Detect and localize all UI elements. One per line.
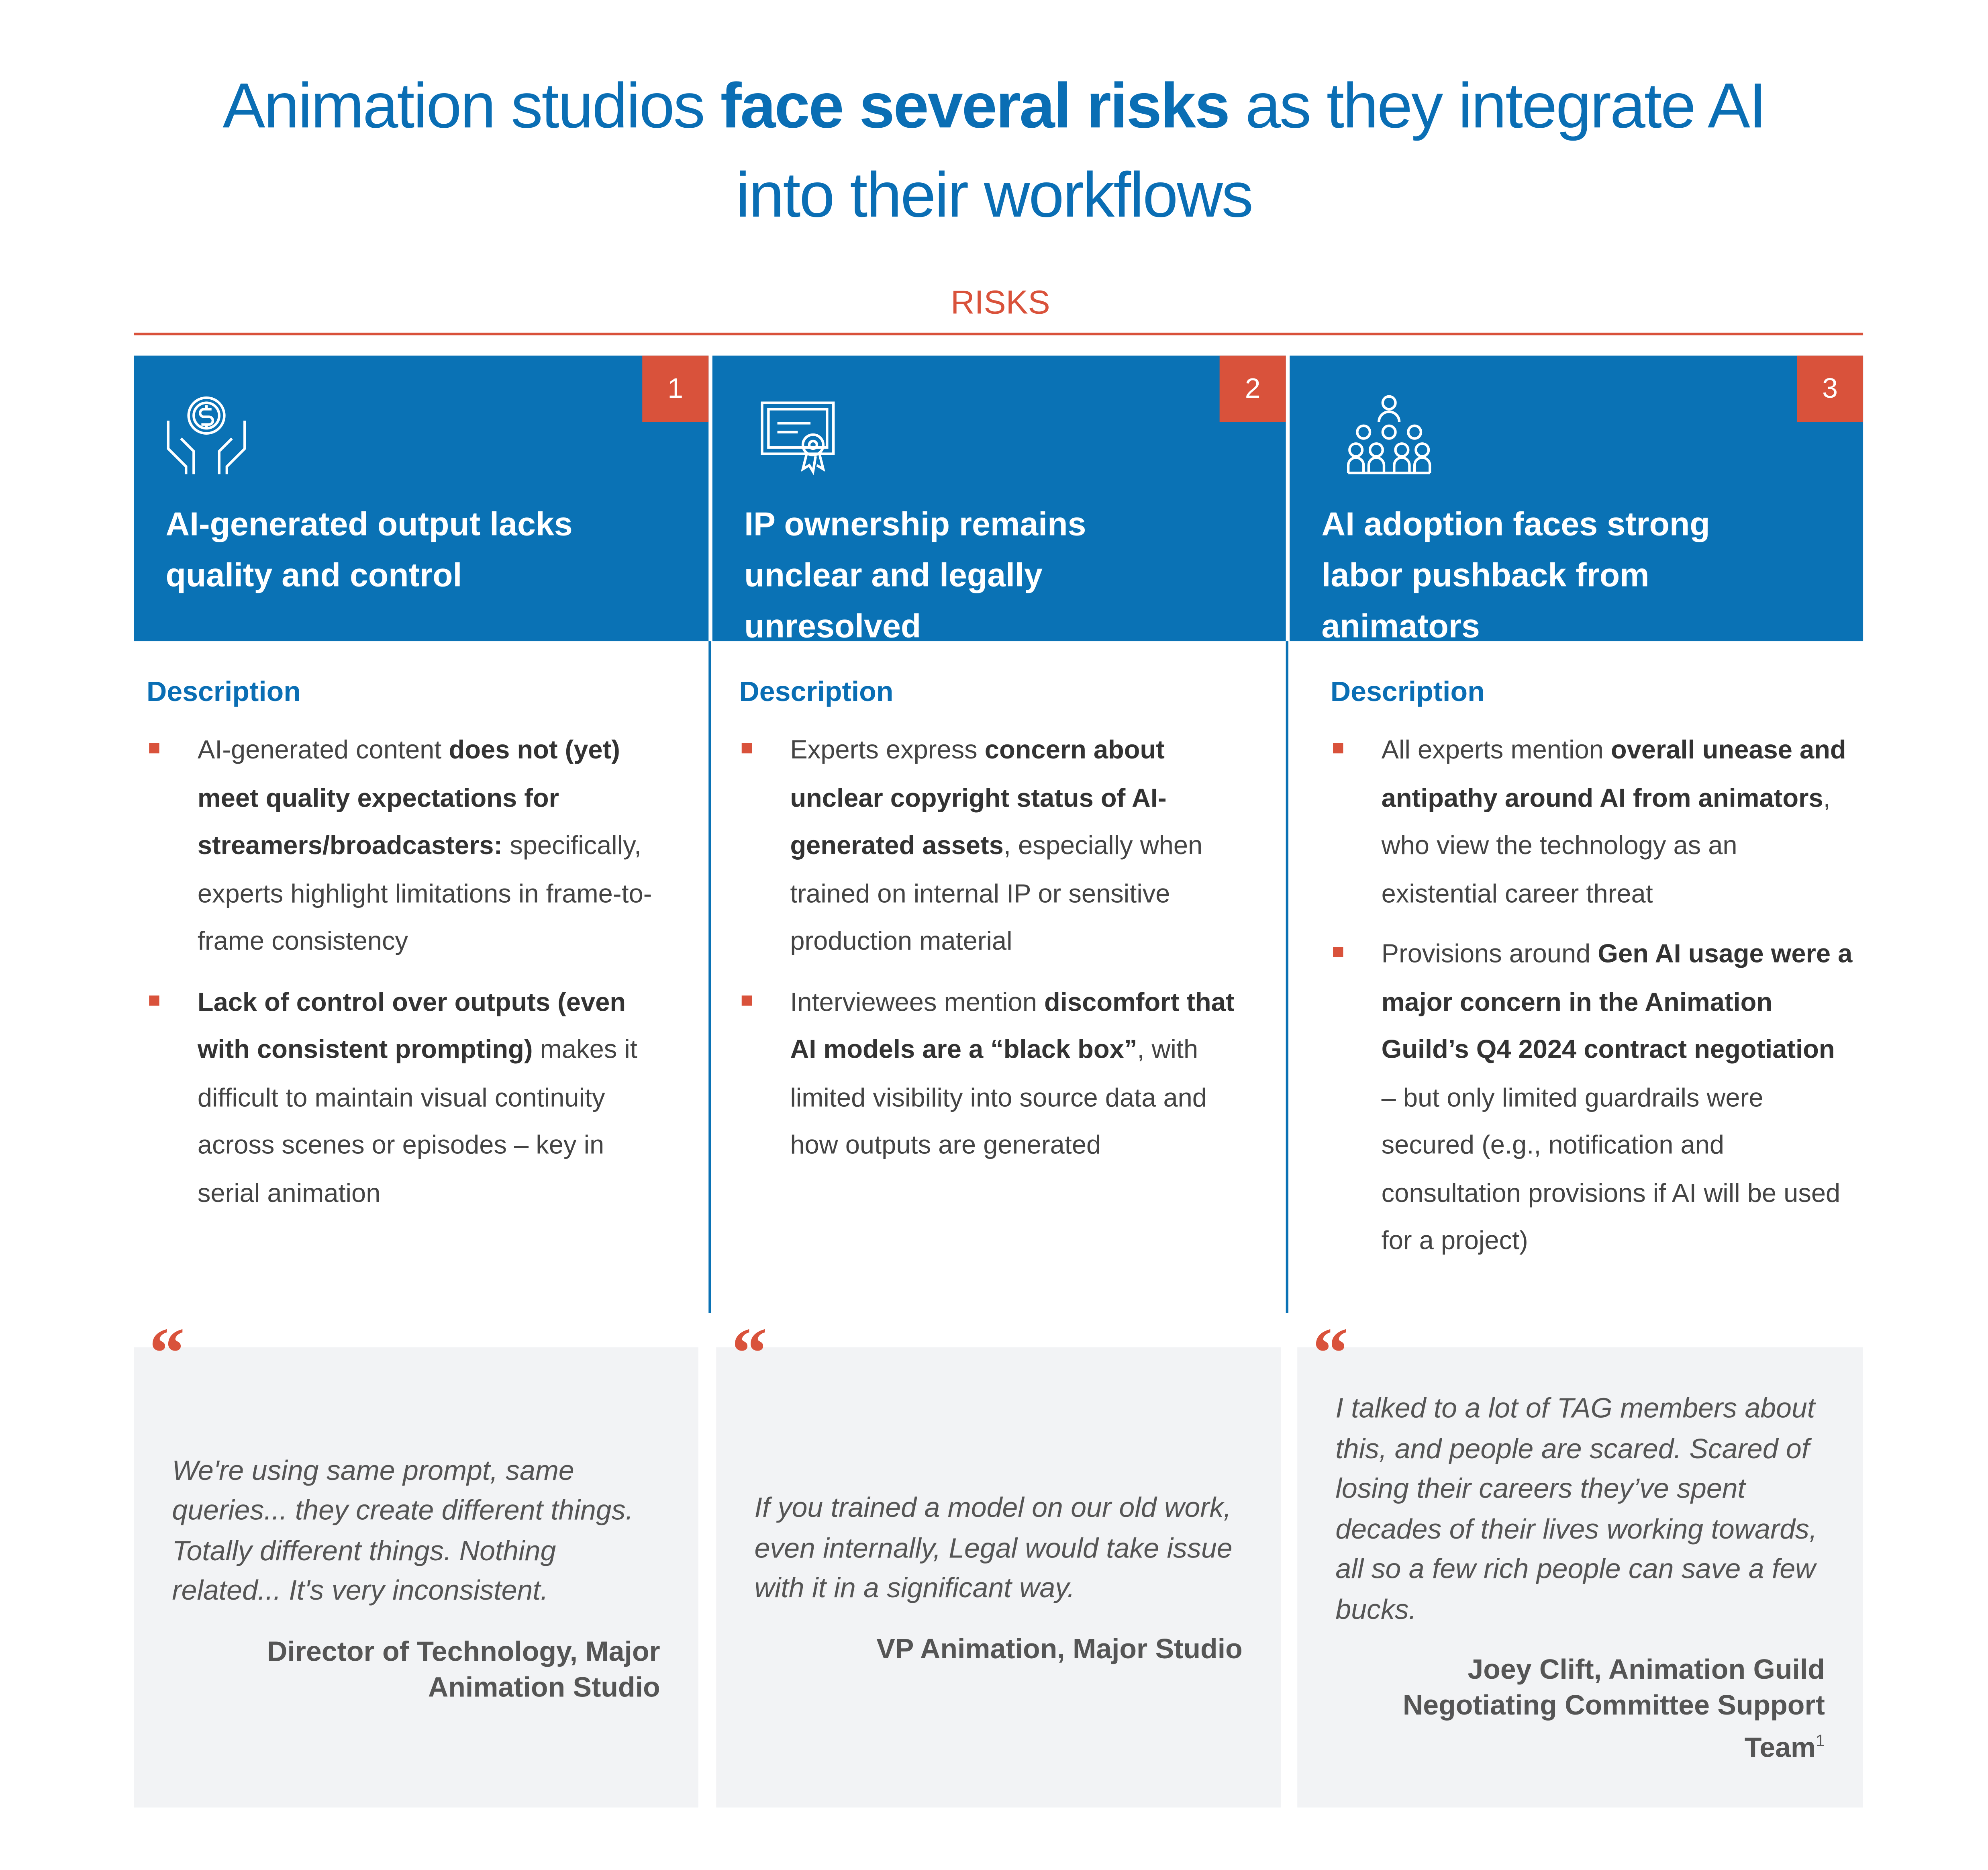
risk-header: 3 AI adoption faces strong labor pushback…: [1290, 356, 1863, 645]
bold-text: face several risks: [720, 70, 1230, 142]
quote: If you trained a model on our old work, …: [754, 1492, 1233, 1604]
risk-heading: AI-generated output lacks quality and co…: [165, 505, 573, 594]
text: Experts express: [790, 735, 985, 765]
text: Animation studios: [222, 70, 720, 142]
bold-text: concern about unclear copyright status o…: [790, 735, 1167, 860]
text: , especially when trained on internal IP…: [790, 831, 1203, 956]
risk-heading: IP ownership remains unclear and legally…: [744, 505, 1086, 645]
bullet-marker: [149, 743, 159, 754]
bold-text: Gen AI usage were a major concern in the…: [1381, 939, 1853, 1065]
attribution-text: Director of Technology, Major Animation …: [267, 1635, 660, 1702]
text: makes it difficult to maintain visual co…: [197, 1035, 637, 1208]
section-label: RISKS: [951, 283, 1050, 321]
quote: I talked to a lot of TAG members about t…: [1335, 1392, 1817, 1625]
attribution-text: VP Animation, Major Studio: [876, 1632, 1243, 1665]
description: Description All experts mention overall u…: [1318, 676, 1853, 1278]
people-icon: [1347, 395, 1431, 474]
description: Description AI-generated content does not…: [134, 676, 663, 1230]
footnote: 1: [1815, 1731, 1825, 1751]
quote-mark: “: [149, 1314, 185, 1394]
bullet-marker: [741, 743, 752, 754]
text: as they integrate AI into their workflow…: [736, 70, 1767, 231]
description: Description Experts express concern about…: [727, 676, 1255, 1182]
risk-header: 1 AI-generated output lacks quality and c…: [134, 356, 709, 642]
text: , who view the technology as an existent…: [1381, 783, 1831, 908]
text: – but only limited guardrails were secur…: [1381, 1083, 1841, 1256]
bold-text: overall unease and antipathy around AI f…: [1381, 735, 1846, 813]
bullet-marker: [741, 995, 752, 1005]
attribution: VP Animation, Major Studio: [754, 1631, 1242, 1667]
bullet-marker: [1333, 947, 1343, 957]
bullet: Provisions around Gen AI usage were a ma…: [1318, 930, 1853, 1265]
bullet-marker: [149, 995, 159, 1005]
quote-mark: “: [731, 1314, 767, 1394]
quote-mark: “: [1312, 1314, 1349, 1394]
quote-box: If you trained a model on our old work, …: [716, 1347, 1281, 1808]
bullet: All experts mention overall unease and a…: [1318, 727, 1853, 918]
text: Interviewees mention: [790, 987, 1045, 1017]
description-label: Description: [739, 675, 894, 708]
bullet: Lack of control over outputs (even with …: [134, 978, 663, 1217]
text: All experts mention: [1381, 735, 1611, 765]
bullet: Interviewees mention discomfort that AI …: [727, 978, 1255, 1169]
quote: We're using same prompt, same queries...…: [172, 1453, 633, 1606]
column-divider: [1286, 641, 1289, 1313]
bullet-marker: [1333, 743, 1343, 754]
description-label: Description: [1330, 675, 1485, 708]
text: AI-generated content: [197, 735, 449, 765]
title: Animation studios face several risks as …: [191, 61, 1797, 239]
risk-number: 3: [1797, 356, 1863, 422]
text: Provisions around: [1381, 939, 1598, 969]
bold-text: Lack of control over outputs (even with …: [197, 987, 626, 1065]
certificate-icon: [761, 401, 835, 476]
text: specifically, experts highlight limitati…: [197, 831, 652, 956]
money-hands-icon: [167, 396, 246, 474]
quote-box: We're using same prompt, same queries...…: [134, 1347, 698, 1808]
risk-number: 2: [1219, 356, 1286, 422]
bold-text: discomfort that AI models are a “black b…: [790, 987, 1235, 1065]
bullet: AI-generated content does not (yet) meet…: [134, 727, 663, 966]
bold-text: does not (yet) meet quality expectations…: [197, 735, 620, 860]
attribution: Director of Technology, Major Animation …: [172, 1633, 660, 1705]
section-rule: [134, 333, 1863, 335]
attribution: Joey Clift, Animation Guild Negotiating …: [1335, 1652, 1825, 1766]
risk-heading: AI adoption faces strong labor pushback …: [1321, 505, 1710, 645]
text: , with limited visibility into source da…: [790, 1035, 1207, 1160]
column-divider: [708, 641, 711, 1313]
description-label: Description: [146, 675, 301, 708]
attribution-text: Joey Clift, Animation Guild Negotiating …: [1402, 1653, 1825, 1764]
risk-number: 1: [642, 356, 709, 422]
quote-box: I talked to a lot of TAG members about t…: [1297, 1347, 1863, 1808]
bullet: Experts express concern about unclear co…: [727, 727, 1255, 966]
